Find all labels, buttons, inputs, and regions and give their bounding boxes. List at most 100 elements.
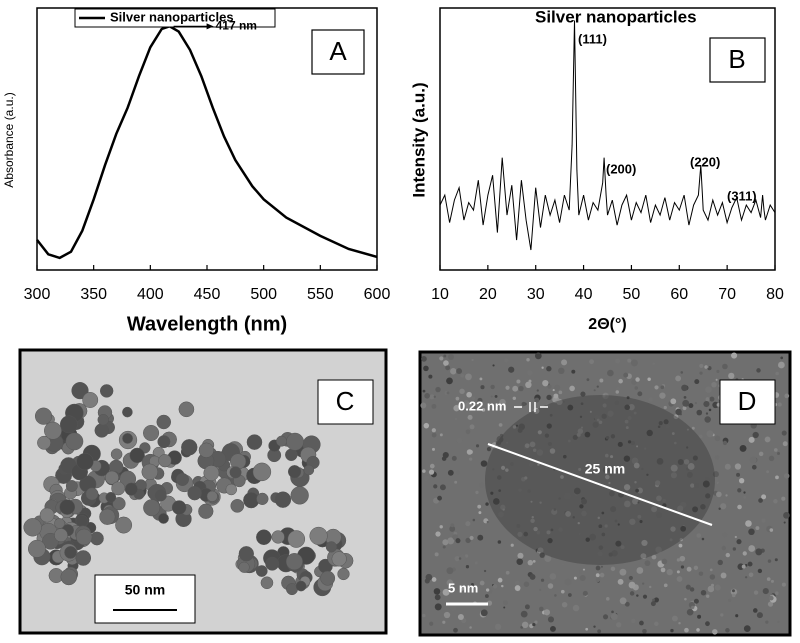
grain (467, 414, 473, 420)
grain (421, 356, 427, 362)
grain (596, 418, 600, 422)
grain (669, 538, 673, 542)
grain (636, 594, 639, 597)
grain (480, 609, 488, 617)
grain (753, 590, 759, 595)
grain (687, 463, 695, 470)
x-tick-label: 70 (718, 286, 736, 303)
grain (544, 555, 552, 563)
grain (646, 473, 649, 476)
grain (456, 470, 461, 475)
grain (532, 559, 536, 563)
grain (435, 531, 441, 537)
grain (577, 521, 580, 525)
grain (579, 415, 583, 419)
grain (529, 441, 536, 448)
grain (714, 584, 721, 591)
grain (539, 588, 542, 591)
grain (598, 420, 603, 425)
grain (423, 365, 429, 372)
grain (433, 588, 441, 595)
x-tick-label: 50 (623, 286, 641, 303)
grain (431, 432, 437, 438)
grain (692, 455, 698, 461)
grain (684, 597, 687, 601)
grain (745, 520, 752, 527)
grain (639, 520, 643, 524)
particle (271, 530, 285, 544)
grain (619, 597, 627, 605)
particle (65, 432, 84, 451)
grain (558, 527, 563, 532)
grain (514, 585, 521, 591)
grain (654, 480, 661, 486)
grain (516, 524, 521, 528)
grain (586, 378, 590, 382)
grain (493, 498, 500, 505)
grain (744, 576, 748, 579)
grain (472, 518, 476, 522)
particle (230, 499, 245, 513)
grain (628, 530, 633, 535)
grain (737, 488, 742, 493)
grain (420, 402, 427, 409)
grain (680, 371, 684, 374)
grain (683, 459, 690, 465)
grain (466, 391, 472, 398)
panel-box (719, 379, 776, 425)
peak-label: (311) (727, 188, 757, 203)
grain (610, 613, 618, 621)
grain (579, 574, 586, 582)
grain (676, 570, 680, 574)
grain (656, 495, 662, 502)
grain (479, 482, 485, 488)
grain (761, 494, 767, 500)
grain (635, 377, 640, 382)
grain (477, 534, 484, 541)
grain (424, 393, 430, 399)
grain (465, 521, 471, 527)
grain (564, 578, 572, 586)
grain (554, 384, 561, 391)
grain (484, 594, 489, 598)
plot-frame (439, 7, 776, 271)
grain (424, 475, 429, 481)
grain (784, 393, 790, 399)
grain (676, 576, 683, 582)
particles (23, 382, 354, 597)
grain (715, 378, 718, 381)
grain (512, 425, 517, 429)
grain (469, 424, 475, 430)
particle (287, 465, 302, 479)
grain (536, 449, 544, 456)
grain (624, 404, 630, 411)
particle (206, 490, 218, 502)
grain (689, 587, 695, 592)
grain (608, 552, 613, 557)
particle (295, 580, 307, 592)
grain (758, 451, 764, 457)
grain (670, 472, 677, 479)
grain (497, 577, 503, 583)
grain (617, 578, 624, 585)
grain (764, 436, 771, 443)
grain (524, 443, 530, 449)
grain (656, 457, 664, 465)
grain (422, 469, 426, 473)
grain (521, 401, 526, 407)
grain (474, 561, 478, 565)
grain (458, 557, 462, 560)
grain (678, 543, 683, 548)
grain (529, 573, 536, 580)
grain (451, 583, 454, 587)
particle (82, 392, 99, 408)
grain (705, 397, 710, 402)
particle (154, 489, 167, 502)
grain (517, 531, 523, 537)
grain (716, 491, 722, 498)
grain (586, 461, 589, 464)
grain (615, 390, 620, 394)
grain (676, 558, 681, 562)
grain (605, 474, 610, 480)
grain (485, 502, 489, 506)
